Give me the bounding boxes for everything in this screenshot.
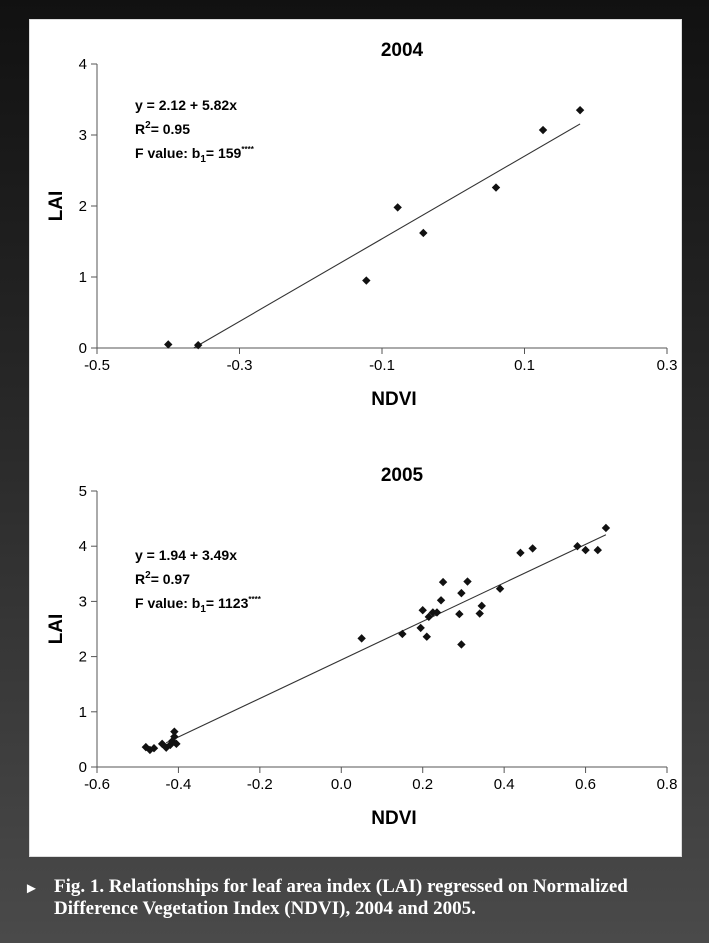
y-tick-label: 3 xyxy=(79,127,87,144)
regression-line xyxy=(193,123,581,349)
data-point xyxy=(418,606,427,615)
regression-equation: y = 2.12 + 5.82x xyxy=(135,97,237,113)
regression-line xyxy=(165,534,607,744)
data-point xyxy=(432,608,442,617)
f-value-text: F value: b1= 1123**** xyxy=(135,595,262,615)
data-point xyxy=(193,340,203,350)
data-point xyxy=(601,523,611,533)
x-axis-label: NDVI xyxy=(371,389,416,410)
y-tick-label: 3 xyxy=(79,593,87,610)
y-axis-label: LAI xyxy=(46,191,67,222)
y-tick-label: 2 xyxy=(79,649,87,666)
data-point xyxy=(393,203,402,212)
r-squared-text: R2= 0.97 xyxy=(135,570,190,587)
r-squared-text: R2= 0.95 xyxy=(135,120,190,137)
data-point xyxy=(495,584,505,593)
data-point xyxy=(575,105,585,115)
data-point xyxy=(172,739,181,749)
x-tick-label: -0.1 xyxy=(369,357,395,374)
y-tick-label: 1 xyxy=(79,704,87,721)
chart-title: 2004 xyxy=(381,40,424,61)
data-point xyxy=(457,640,466,649)
y-tick-label: 4 xyxy=(79,56,87,73)
y-tick-label: 0 xyxy=(79,340,87,357)
data-point xyxy=(145,745,155,755)
data-point xyxy=(164,340,173,349)
x-tick-label: 0.2 xyxy=(412,776,433,793)
data-point xyxy=(357,634,366,643)
y-tick-label: 2 xyxy=(79,198,87,215)
data-point xyxy=(170,732,179,741)
regression-equation: y = 1.94 + 3.49x xyxy=(135,547,237,563)
x-axis-label: NDVI xyxy=(371,808,416,829)
x-tick-label: -0.6 xyxy=(84,776,110,793)
data-point xyxy=(436,596,446,605)
chart-2004: 0 1 2 3 4 -0.5 -0.3 -0.1 0.1 0.3 2004 NDVI LAI y = 2.… xyxy=(46,40,677,410)
data-point xyxy=(419,228,428,238)
y-tick-label: 0 xyxy=(79,759,87,776)
data-point xyxy=(593,545,602,555)
caption-text: Fig. 1. Relationships for leaf area inde… xyxy=(54,876,628,919)
data-point xyxy=(538,125,548,135)
x-tick-label: 0.4 xyxy=(494,776,515,793)
data-point xyxy=(416,623,425,633)
data-point xyxy=(170,727,179,736)
data-point xyxy=(398,629,407,639)
data-point xyxy=(475,609,484,618)
figure-area: 0 1 2 3 4 -0.5 -0.3 -0.1 0.1 0.3 2004 NDVI LAI y = 2.… xyxy=(30,20,681,856)
y-tick-label: 4 xyxy=(79,538,87,555)
data-point xyxy=(528,544,537,553)
y-tick-label: 5 xyxy=(79,483,87,500)
x-tick-label: 0.0 xyxy=(331,776,352,793)
data-point xyxy=(581,545,590,555)
charts-svg: 0 1 2 3 4 -0.5 -0.3 -0.1 0.1 0.3 2004 NDVI LAI y = 2.… xyxy=(46,40,677,829)
chart-2005: 0 1 2 3 4 5 -0.6 -0.4 -0.2 0.0 0.2 0.4 0.6 0.8 2005 NDV… xyxy=(46,465,677,829)
data-point xyxy=(424,612,434,622)
x-tick-label: 0.6 xyxy=(575,776,596,793)
data-point xyxy=(438,577,448,587)
data-point xyxy=(463,577,472,586)
data-point xyxy=(362,276,371,285)
data-point xyxy=(422,632,431,641)
y-tick-label: 1 xyxy=(79,269,87,286)
f-value-text: F value: b1= 159**** xyxy=(135,145,255,165)
chart-title: 2005 xyxy=(381,465,424,486)
data-point xyxy=(491,183,501,192)
data-point xyxy=(157,739,167,749)
x-tick-label: 0.1 xyxy=(514,357,535,374)
data-point xyxy=(166,740,175,750)
data-point xyxy=(149,744,159,753)
data-point xyxy=(455,609,464,619)
data-point xyxy=(457,588,466,598)
x-tick-label: -0.5 xyxy=(84,357,110,374)
x-tick-label: -0.4 xyxy=(165,776,191,793)
data-point xyxy=(141,742,151,752)
y-axis-label: LAI xyxy=(46,614,67,645)
data-point xyxy=(573,542,582,551)
x-tick-label: -0.3 xyxy=(227,357,253,374)
caption-arrow-icon: ► xyxy=(24,881,39,897)
x-tick-label: -0.2 xyxy=(247,776,273,793)
data-point xyxy=(162,743,171,752)
x-tick-label: 0.3 xyxy=(657,357,678,374)
x-tick-label: 0.8 xyxy=(657,776,678,793)
data-point xyxy=(477,601,486,611)
data-point xyxy=(516,548,525,558)
